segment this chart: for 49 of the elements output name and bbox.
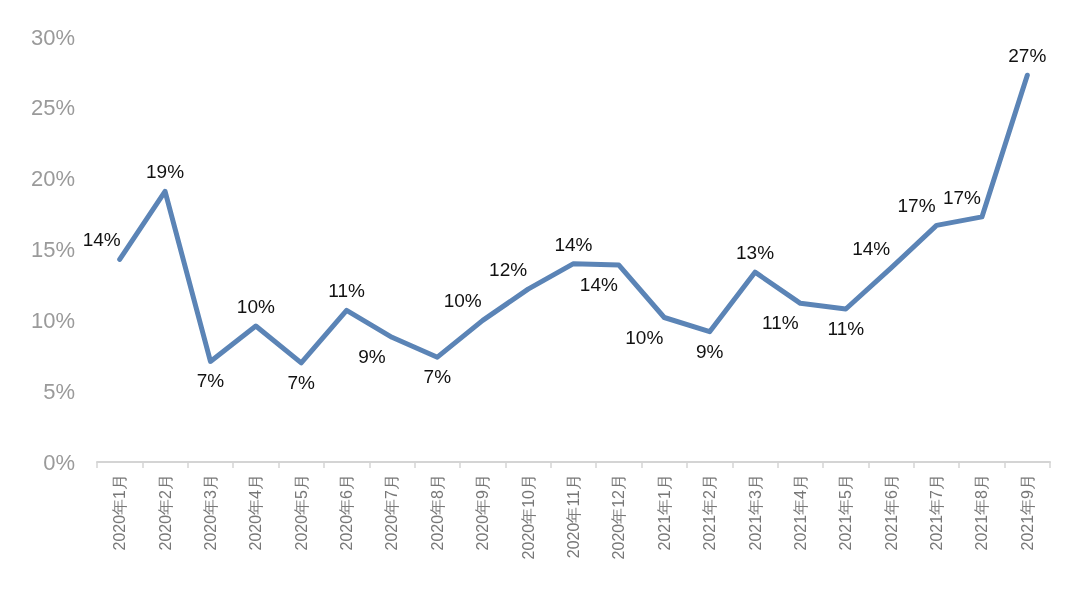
data-label: 19% [146, 161, 185, 183]
y-tick-label: 0% [43, 449, 75, 475]
x-tick-label: 2020年10月 [519, 474, 537, 560]
data-label: 13% [736, 242, 775, 264]
data-label: 10% [443, 290, 482, 312]
x-tick-label: 2020年7月 [383, 474, 401, 551]
x-tick-label: 2021年6月 [882, 474, 900, 551]
data-label: 7% [287, 371, 316, 393]
data-label: 14% [554, 233, 593, 255]
y-tick-label: 20% [30, 166, 75, 192]
data-label: 10% [625, 326, 664, 348]
x-tick-label: 2020年11月 [565, 474, 582, 559]
x-tick-label: 2020年2月 [156, 474, 174, 551]
x-tick-label: 2020年5月 [292, 474, 310, 551]
x-tick-label: 2020年4月 [247, 474, 265, 551]
data-label: 27% [1008, 45, 1047, 67]
x-tick-label: 2020年3月 [201, 474, 219, 551]
x-tick-label: 2021年1月 [655, 474, 673, 551]
data-label: 7% [423, 366, 452, 388]
data-label: 12% [489, 259, 528, 281]
y-tick-label: 10% [30, 307, 75, 333]
x-tick-label: 2020年1月 [111, 474, 129, 551]
data-label: 14% [852, 237, 891, 259]
x-tick-label: 2020年12月 [610, 474, 628, 560]
x-tick-label: 2021年8月 [973, 474, 991, 551]
y-tick-label: 15% [30, 237, 75, 262]
data-label: 11% [328, 280, 366, 302]
y-tick-label: 30% [30, 24, 75, 50]
x-tick-label: 2021年5月 [837, 474, 855, 551]
data-label: 9% [358, 346, 386, 368]
x-tick-label: 2020年6月 [338, 474, 356, 551]
x-tick-label: 2021年3月 [746, 474, 764, 551]
y-tick-label: 25% [30, 95, 75, 121]
x-tick-label: 2020年9月 [474, 474, 492, 551]
x-tick-label: 2021年2月 [701, 474, 719, 551]
x-tick-label: 2021年4月 [791, 474, 809, 551]
x-tick-label: 2021年7月 [928, 474, 946, 551]
data-label: 11% [827, 318, 865, 339]
y-tick-label: 5% [43, 378, 75, 404]
x-tick-label: 2020年8月 [428, 474, 446, 551]
data-label: 7% [196, 370, 225, 392]
data-label: 10% [236, 296, 275, 317]
data-label: 17% [897, 195, 936, 217]
data-label: 17% [942, 186, 982, 208]
data-label: 9% [695, 340, 724, 362]
data-label: 14% [82, 229, 121, 251]
data-label: 11% [762, 312, 799, 334]
x-tick-label: 2021年9月 [1018, 474, 1036, 551]
data-label: 14% [579, 274, 618, 296]
